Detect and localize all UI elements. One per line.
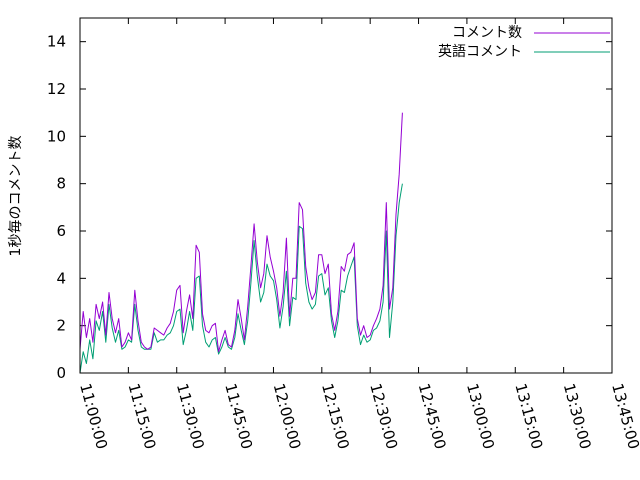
legend-label-english-comments: 英語コメント [438,43,522,60]
y-axis-ticks: 0 2 4 6 8 10 12 14 [47,33,612,382]
x-tick-label: 11:15:00 [124,381,159,451]
series-line-0 [79,112,403,353]
y-tick-label: 14 [47,33,66,51]
plot-frame [79,17,613,374]
x-tick-label: 12:15:00 [318,381,353,451]
legend: コメント数 英語コメント [438,25,610,60]
y-tick-label: 6 [56,222,66,240]
y-tick-label: 2 [56,317,66,335]
y-tick-label: 0 [56,364,66,382]
series-layer [79,112,403,374]
x-tick-label: 13:30:00 [560,381,595,451]
y-tick-label: 12 [47,80,66,98]
x-tick-label: 12:45:00 [415,381,450,451]
x-tick-label: 11:45:00 [221,381,256,451]
x-tick-label: 11:30:00 [173,381,208,451]
x-tick-label: 13:15:00 [511,381,546,451]
x-tick-label: 11:00:00 [76,381,111,451]
y-tick-label: 8 [56,175,66,193]
x-tick-label: 12:00:00 [270,381,305,451]
legend-label-comments: コメント数 [452,25,522,41]
series-line-1 [79,183,403,374]
y-axis-label: 1秒毎のコメント数 [8,136,24,257]
x-tick-label: 12:30:00 [366,381,401,451]
x-tick-label: 13:45:00 [608,381,640,451]
x-axis-ticks: 11:00:00 11:15:00 11:30:00 11:45:00 12:00:00… [76,18,640,451]
y-tick-label: 4 [56,269,66,287]
y-tick-label: 10 [47,127,66,145]
x-tick-label: 13:00:00 [463,381,498,451]
